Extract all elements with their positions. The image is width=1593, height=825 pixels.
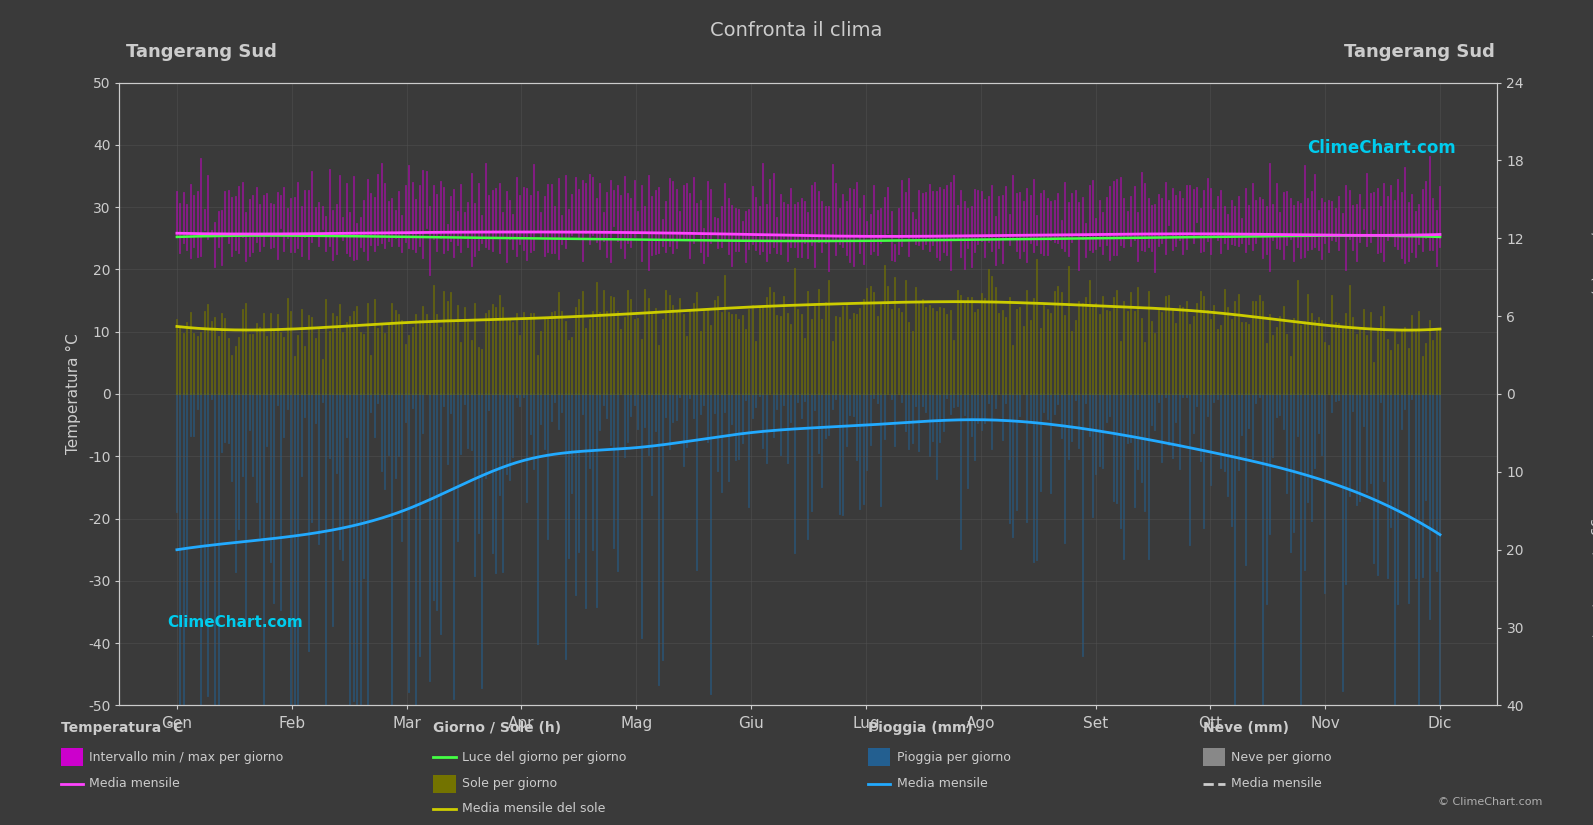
Y-axis label: Temperatura °C: Temperatura °C [65, 333, 81, 455]
Text: Tangerang Sud: Tangerang Sud [126, 43, 277, 61]
Text: Pioggia / Neve (mm): Pioggia / Neve (mm) [1590, 497, 1593, 639]
Text: Neve per giorno: Neve per giorno [1231, 751, 1332, 764]
Text: Sole per giorno: Sole per giorno [462, 777, 558, 790]
Text: © ClimeChart.com: © ClimeChart.com [1437, 797, 1542, 807]
Text: Giorno / Sole (h): Giorno / Sole (h) [433, 721, 561, 734]
Text: Media mensile: Media mensile [1231, 777, 1322, 790]
Text: Giorno / Sole (h): Giorno / Sole (h) [1590, 182, 1593, 295]
Text: Confronta il clima: Confronta il clima [710, 21, 883, 40]
Text: Media mensile: Media mensile [897, 777, 988, 790]
Text: Media mensile del sole: Media mensile del sole [462, 802, 605, 815]
Text: ClimeChart.com: ClimeChart.com [1308, 139, 1456, 157]
Text: Neve (mm): Neve (mm) [1203, 721, 1289, 734]
Text: Media mensile: Media mensile [89, 777, 180, 790]
Text: Intervallo min / max per giorno: Intervallo min / max per giorno [89, 751, 284, 764]
Text: Luce del giorno per giorno: Luce del giorno per giorno [462, 751, 626, 764]
Text: ClimeChart.com: ClimeChart.com [167, 615, 303, 630]
Text: Pioggia (mm): Pioggia (mm) [868, 721, 973, 734]
Text: Tangerang Sud: Tangerang Sud [1344, 43, 1494, 61]
Text: Pioggia per giorno: Pioggia per giorno [897, 751, 1010, 764]
Text: Temperatura °C: Temperatura °C [61, 721, 183, 734]
